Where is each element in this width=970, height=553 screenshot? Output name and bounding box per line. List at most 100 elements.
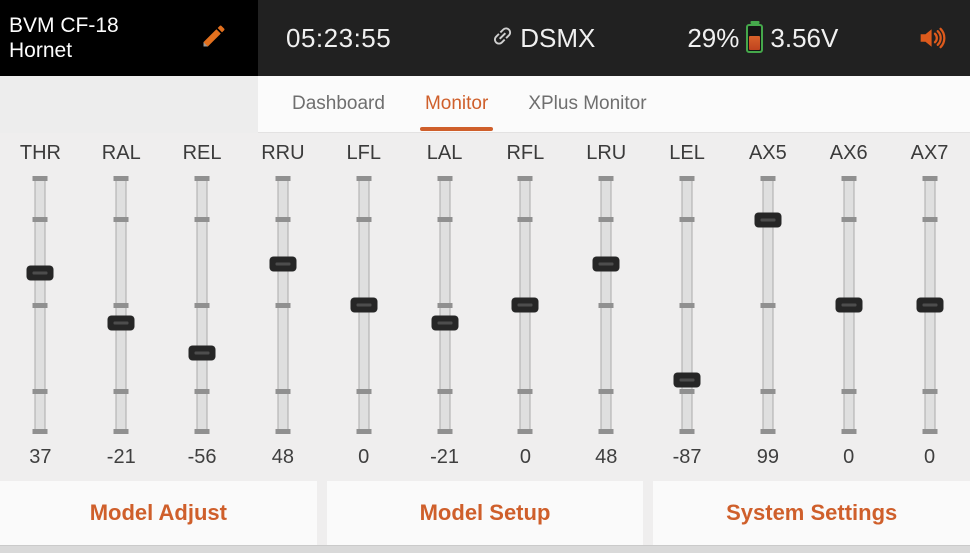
slider-tick <box>194 388 210 394</box>
channel-label: RAL <box>101 142 141 164</box>
channel-value: 0 <box>923 446 936 468</box>
channel-label: RRU <box>261 142 305 164</box>
channel-slider <box>404 176 485 434</box>
slider-handle <box>26 265 54 281</box>
slider-tick <box>437 429 453 434</box>
protocol-label: DSMX <box>520 22 596 53</box>
slider-tick <box>275 216 291 222</box>
slider-tick <box>437 176 453 181</box>
channel-value: 48 <box>595 446 618 468</box>
channel-column: LEL -87 <box>647 133 728 470</box>
model-adjust-button[interactable]: Model Adjust <box>0 481 317 545</box>
battery-voltage: 3.56V <box>770 22 839 53</box>
slider-tick <box>517 388 533 394</box>
channel-column: THR 37 <box>0 133 81 470</box>
slider-tick <box>194 216 210 222</box>
slider-tick <box>275 388 291 394</box>
slider-tick <box>437 302 453 308</box>
slider-tick <box>679 388 695 394</box>
channel-slider <box>0 176 81 434</box>
channel-slider <box>242 176 323 434</box>
link-icon <box>486 19 525 58</box>
slider-tick <box>517 176 533 181</box>
slider-tick <box>517 216 533 222</box>
slider-tick <box>113 302 129 308</box>
channel-slider <box>808 176 889 434</box>
status-area: 05:23:55 DSMX 29% 3.56V <box>258 0 970 76</box>
model-setup-button[interactable]: Model Setup <box>326 481 644 545</box>
tab-monitor[interactable]: Monitor <box>417 76 496 132</box>
slider-tick <box>760 388 776 394</box>
slider-tick <box>679 302 695 308</box>
channel-label: LAL <box>426 142 463 164</box>
slider-handle <box>835 297 863 313</box>
channel-value: -21 <box>430 446 459 468</box>
channel-column: LRU 48 <box>566 133 647 470</box>
slider-tick <box>32 388 48 394</box>
channel-slider <box>889 176 970 434</box>
slider-tick <box>760 429 776 434</box>
tab-strip: Dashboard Monitor XPlus Monitor <box>258 76 970 133</box>
channel-label: LFL <box>346 142 381 164</box>
tab-bar-spacer <box>0 76 258 133</box>
channel-slider <box>647 176 728 434</box>
slider-tick <box>194 429 210 434</box>
tab-bar: Dashboard Monitor XPlus Monitor <box>0 76 970 133</box>
timer-readout: 05:23:55 <box>286 22 392 53</box>
channel-label: LEL <box>669 142 705 164</box>
slider-handle <box>269 256 297 272</box>
slider-tick <box>679 216 695 222</box>
channel-slider <box>162 176 243 434</box>
slider-tick <box>32 176 48 181</box>
slider-handle <box>592 256 620 272</box>
channel-column: REL -56 <box>162 133 243 470</box>
slider-tick <box>841 216 857 222</box>
slider-tick <box>922 176 938 181</box>
tab-xplus-monitor[interactable]: XPlus Monitor <box>528 93 647 114</box>
slider-tick <box>598 388 614 394</box>
channel-value: 0 <box>358 446 370 468</box>
channel-slider <box>566 176 647 434</box>
channel-column: LFL 0 <box>323 133 404 470</box>
model-name: BVM CF-18 Hornet <box>9 13 119 62</box>
slider-tick <box>32 429 48 434</box>
channel-label: LRU <box>586 142 627 164</box>
channel-label: THR <box>19 142 61 164</box>
system-settings-button[interactable]: System Settings <box>653 481 970 545</box>
slider-tick <box>32 302 48 308</box>
tab-dashboard[interactable]: Dashboard <box>292 93 385 114</box>
channel-label: RFL <box>506 142 545 164</box>
slider-handle <box>916 297 944 313</box>
channel-label: AX5 <box>748 142 787 164</box>
channel-label: REL <box>182 142 222 164</box>
speaker-icon[interactable] <box>916 22 948 54</box>
channel-column: AX7 0 <box>889 133 970 470</box>
slider-handle <box>350 297 378 313</box>
channel-value: 37 <box>29 446 52 468</box>
channel-column: AX5 99 <box>727 133 808 470</box>
slider-tick <box>356 176 372 181</box>
slider-tick <box>598 216 614 222</box>
slider-tick <box>275 302 291 308</box>
slider-tick <box>356 216 372 222</box>
channel-value: -87 <box>672 446 702 468</box>
slider-tick <box>356 429 372 434</box>
channel-column: RAL -21 <box>81 133 162 470</box>
bottom-strip <box>0 545 970 553</box>
slider-tick <box>679 176 695 181</box>
slider-handle <box>431 315 459 331</box>
slider-tick <box>113 388 129 394</box>
channel-slider <box>727 176 808 434</box>
channel-label: AX7 <box>910 142 949 164</box>
model-name-box[interactable]: BVM CF-18 Hornet <box>0 0 258 76</box>
slider-tick <box>598 302 614 308</box>
slider-tick <box>841 176 857 181</box>
channel-column: AX6 0 <box>808 133 889 470</box>
slider-handle <box>673 372 701 388</box>
slider-tick <box>437 216 453 222</box>
pencil-icon[interactable] <box>200 22 228 55</box>
channel-slider <box>81 176 162 434</box>
slider-tick <box>32 216 48 222</box>
slider-tick <box>113 429 129 434</box>
top-status-bar: BVM CF-18 Hornet 05:23:55 DSMX 29% 3.56V <box>0 0 970 76</box>
